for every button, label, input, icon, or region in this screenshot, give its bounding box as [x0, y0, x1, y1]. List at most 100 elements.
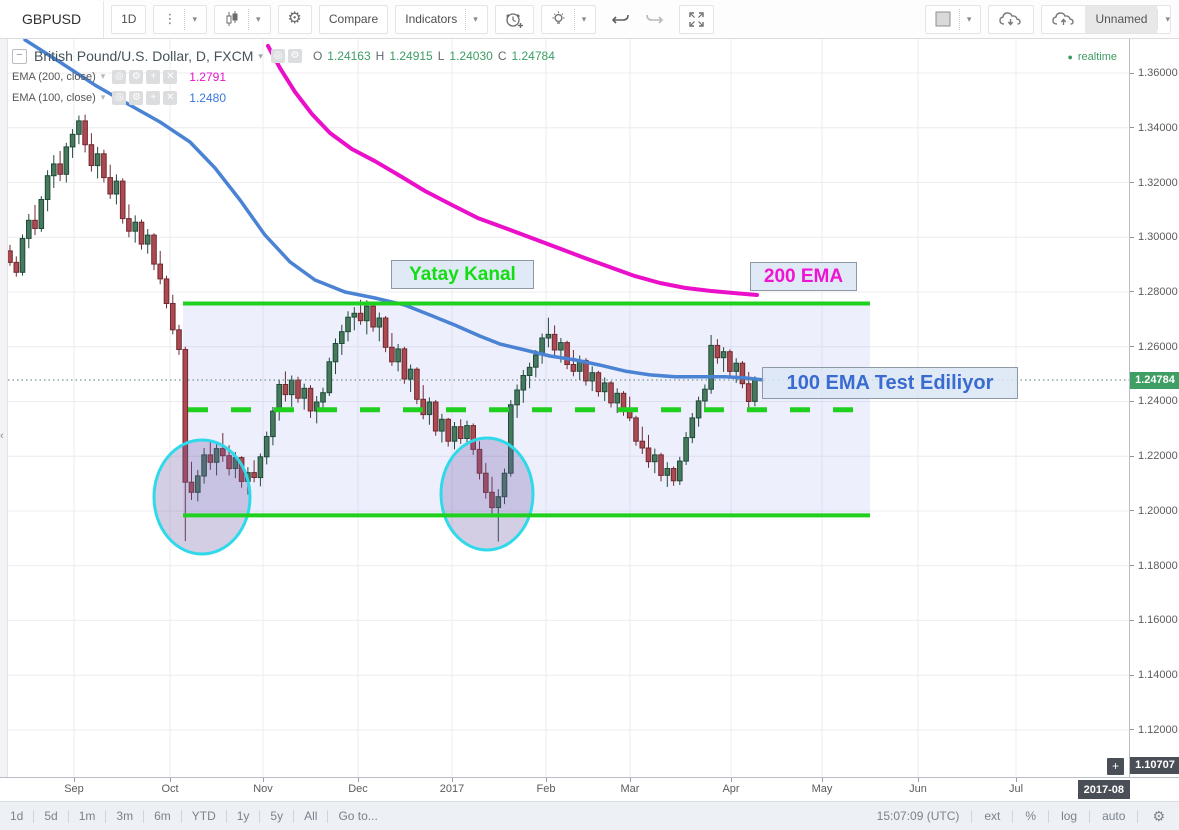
compare-button[interactable]: Compare	[318, 4, 389, 34]
plus-icon[interactable]: +	[146, 69, 161, 84]
symbol-search-button[interactable]: GBPUSD	[0, 0, 105, 38]
time-tick	[822, 778, 823, 782]
chart-name-chip[interactable]: Unnamed	[1085, 5, 1158, 33]
annotation-200-ema[interactable]: 200 EMA	[750, 262, 857, 291]
separator	[293, 809, 295, 823]
drawing-toolbar-collapsed[interactable]	[0, 38, 8, 777]
plus-icon[interactable]: +	[146, 90, 161, 105]
gear-icon[interactable]: ⚙	[129, 69, 144, 84]
time-tick	[170, 778, 171, 782]
chart-style-button[interactable]: ▾	[214, 4, 271, 34]
legend-ema100-row: EMA (100, close) ▾ ◎ ⚙ + ✕ 1.2480	[12, 87, 555, 108]
clock-utc[interactable]: 15:07:09 (UTC)	[876, 809, 960, 823]
top-toolbar: GBPUSD 1D ⋮ ▾ ▾ ⚙ Compare Indicators ▾	[0, 0, 1179, 39]
range-button-3m[interactable]: 3m	[116, 809, 134, 823]
chart-legend: − British Pound/U.S. Dollar, D, FXCM ▾ ◎…	[12, 46, 555, 108]
bottom-toolbar-right: 15:07:09 (UTC) ext% log auto ⚙	[865, 808, 1179, 825]
range-button-1m[interactable]: 1m	[78, 809, 96, 823]
separator	[33, 809, 35, 823]
load-chart-button[interactable]	[988, 4, 1035, 34]
gear-icon: ⚙	[287, 10, 302, 27]
chevron-down-icon[interactable]: ▾	[100, 71, 106, 81]
symbol-label: GBPUSD	[22, 11, 82, 27]
eye-icon[interactable]: ◎	[112, 90, 127, 105]
chevron-down-icon: ▾	[192, 13, 197, 24]
legend-collapse-icon[interactable]: −	[12, 48, 27, 64]
annotation-yatay-kanal[interactable]: Yatay Kanal	[391, 260, 534, 289]
chevron-down-icon: ▾	[473, 13, 478, 24]
time-tick	[263, 778, 264, 782]
realtime-label: realtime	[1077, 51, 1117, 63]
price-tick-label: 1.16000	[1130, 613, 1178, 627]
separator	[225, 809, 227, 823]
chart-properties-button[interactable]: ⚙	[277, 4, 312, 34]
undo-button[interactable]	[608, 6, 634, 33]
ema100-value: 1.2480	[189, 90, 226, 105]
range-button-all[interactable]: All	[304, 809, 318, 823]
layout-select-button[interactable]: ▾	[924, 4, 982, 34]
add-order-plus-button[interactable]: +	[1107, 758, 1124, 775]
indicators-button[interactable]: Indicators ▾	[395, 4, 488, 34]
separator	[327, 809, 329, 823]
time-axis-label: Oct	[161, 783, 179, 795]
ema200-label[interactable]: EMA (200, close)	[12, 70, 96, 83]
scale-mode-percent[interactable]: %	[1025, 809, 1037, 823]
legend-symbol-row: − British Pound/U.S. Dollar, D, FXCM ▾ ◎…	[12, 46, 555, 66]
time-axis-label: Dec	[348, 783, 368, 795]
redo-button[interactable]	[641, 6, 667, 33]
range-button-5d[interactable]: 5d	[44, 809, 58, 823]
range-button-1y[interactable]: 1y	[236, 809, 250, 823]
expand-left-panel-arrow[interactable]: ‹	[0, 430, 4, 442]
add-alert-button[interactable]	[494, 4, 534, 34]
time-axis[interactable]: 2017-08 Sep Oct Nov Dec 2017 Feb Mar Apr May Jun J…	[0, 777, 1179, 802]
candlestick-icon	[226, 11, 238, 26]
range-button-1d[interactable]: 1d	[10, 809, 24, 823]
ideas-button[interactable]: ▾	[540, 4, 597, 34]
compare-label: Compare	[328, 12, 379, 26]
gear-icon[interactable]: ⚙	[129, 90, 144, 105]
time-axis-label: Nov	[253, 783, 273, 795]
price-tick-label: 1.12000	[1130, 723, 1178, 737]
lightbulb-icon	[552, 11, 565, 24]
goto-date-button[interactable]: Go to...	[338, 809, 378, 823]
eye-icon[interactable]: ◎	[112, 69, 127, 84]
save-chart-button[interactable]: Unnamed ▾	[1041, 4, 1171, 34]
price-tick-label: 1.28000	[1130, 285, 1178, 299]
price-tick-label: 1.24000	[1130, 394, 1178, 408]
scale-mode-log[interactable]: log	[1061, 809, 1078, 823]
eye-icon[interactable]: ◎	[270, 49, 285, 63]
chevron-down-icon[interactable]: ▾	[258, 50, 263, 61]
bottom-toolbar: 1d 5d 1m 3m 6m YTD 1y 5y All Go to... 15:07:09 (U…	[0, 801, 1179, 830]
close-icon[interactable]: ✕	[163, 90, 178, 105]
chevron-down-icon: ▾	[966, 13, 972, 24]
fullscreen-button[interactable]	[679, 4, 715, 34]
range-button-ytd[interactable]: YTD	[191, 809, 216, 823]
price-tick-label: 1.36000	[1130, 66, 1178, 80]
price-chart-canvas[interactable]	[0, 0, 1129, 777]
price-axis[interactable]: 1.36000 1.34000 1.32000 1.30000 1.28000 1.260…	[1129, 38, 1179, 777]
close-icon[interactable]: ✕	[163, 69, 178, 84]
price-tick-label: 1.26000	[1130, 340, 1178, 354]
scale-mode-auto[interactable]: auto	[1102, 809, 1126, 823]
interval-menu-button[interactable]: ⋮ ▾	[153, 4, 207, 34]
chevron-down-icon[interactable]: ▾	[100, 92, 106, 102]
chevron-down-icon: ▾	[1165, 13, 1170, 24]
redo-arrow-icon	[646, 14, 664, 24]
legend-symbol-title[interactable]: British Pound/U.S. Dollar, D, FXCM	[34, 48, 254, 64]
chevron-down-icon: ▾	[256, 13, 261, 24]
time-tick	[452, 778, 453, 782]
interval-button[interactable]: 1D	[111, 4, 147, 34]
scale-mode-ext[interactable]: ext	[984, 809, 1001, 823]
separator	[67, 809, 69, 823]
range-button-6m[interactable]: 6m	[154, 809, 171, 823]
time-axis-label: Feb	[536, 783, 556, 795]
range-button-5y[interactable]: 5y	[270, 809, 284, 823]
alarm-clock-plus-icon	[505, 12, 523, 28]
ema100-label[interactable]: EMA (100, close)	[12, 91, 96, 104]
separator	[1048, 809, 1050, 823]
realtime-dot-icon: ●	[1067, 52, 1073, 62]
annotation-100-ema-test[interactable]: 100 EMA Test Ediliyor	[762, 367, 1018, 399]
gear-icon[interactable]: ⚙	[287, 49, 302, 63]
price-tick-label: 1.18000	[1130, 559, 1178, 573]
gear-icon[interactable]: ⚙	[1152, 807, 1165, 824]
